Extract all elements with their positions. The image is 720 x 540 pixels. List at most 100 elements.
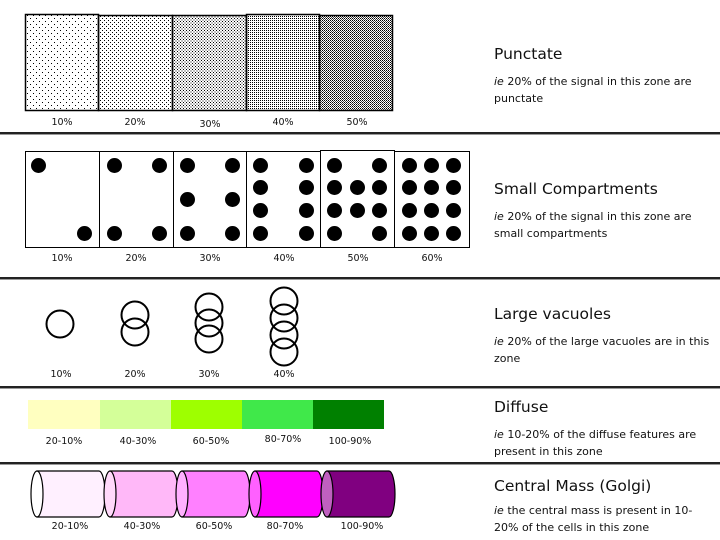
compartment-dot [253,203,268,218]
row-divider [0,132,720,135]
compartment-dot [152,158,167,173]
diffuse-swatch-20-10 [28,400,100,429]
compartment-box-10 [25,151,100,248]
compartment-level-label: 10% [51,253,73,264]
vacuole-circles [45,286,299,367]
compartment-box-50 [320,150,395,248]
punctate-level-label: 30% [199,119,221,130]
row-divider [0,462,720,465]
compartment-dot [299,203,314,218]
diffuse-level-label: 60-50% [192,436,230,447]
compartment-dot [299,158,314,173]
compartment-dot [225,158,240,173]
golgi-cylinder-60-50 [175,470,251,518]
diffuse-level-label: 40-30% [119,436,157,447]
compartment-dot [180,226,195,241]
compartment-dot [327,203,342,218]
punctate-box-50 [318,14,394,112]
compartment-dot [253,158,268,173]
diffuse-title: Diffuse [494,398,549,416]
compartment-dot [180,192,195,207]
compartment-dot [327,158,342,173]
compartment-dot [372,158,387,173]
golgi-level-label: 100-90% [340,521,384,532]
compartment-dot [299,226,314,241]
compartment-dot [152,226,167,241]
compartment-dot [225,192,240,207]
central-mass-title: Central Mass (Golgi) [494,477,652,495]
small-compartments-title: Small Compartments [494,180,658,198]
large-vacuoles-title: Large vacuoles [494,305,611,323]
vacuole-10 [45,309,75,339]
golgi-cylinders [30,470,396,518]
compartment-dot [446,203,461,218]
row-divider [0,386,720,389]
compartment-dot [299,180,314,195]
small-compartments-description: ie 20% of the signal in this zone are sm… [494,210,692,240]
punctate-box-30 [171,14,248,112]
compartment-dot [402,180,417,195]
punctate-title: Punctate [494,45,563,63]
compartment-dot [327,180,342,195]
punctate-box-20 [97,14,174,112]
golgi-cylinder-80-70 [248,470,324,518]
golgi-cylinder-40-30 [103,470,179,518]
compartment-dot [402,203,417,218]
large-vacuoles-description: ie 20% of the large vacuoles are in this… [494,335,710,365]
compartment-dot [424,226,439,241]
compartment-dot [424,158,439,173]
compartment-box-40 [246,151,321,248]
diffuse-level-label: 100-90% [328,436,372,447]
compartment-dot [402,158,417,173]
vacuole-20 [120,300,150,347]
compartment-dot [424,203,439,218]
compartment-dot [350,203,365,218]
diffuse-description: ie 10-20% of the diffuse features are pr… [494,428,697,458]
compartment-level-label: 50% [347,253,369,264]
compartment-dot [372,226,387,241]
golgi-level-label: 20-10% [51,521,89,532]
punctate-pattern-boxes [24,13,394,112]
vacuole-level-label: 10% [50,369,72,380]
vacuole-30 [194,292,224,354]
compartment-dot [372,203,387,218]
compartment-dot [372,180,387,195]
compartment-level-label: 30% [199,253,221,264]
central-mass-description: ie the central mass is present in 10-20%… [494,504,693,534]
golgi-level-label: 60-50% [195,521,233,532]
compartment-dot [253,180,268,195]
compartment-dot [350,180,365,195]
compartment-dot [327,226,342,241]
compartment-dot [107,226,122,241]
vacuole-level-label: 30% [198,369,220,380]
diffuse-level-label: 80-70% [264,434,302,445]
compartment-dot [77,226,92,241]
diffuse-swatch-100-90 [313,400,384,429]
golgi-level-label: 80-70% [266,521,304,532]
punctate-box-40 [245,13,321,112]
vacuole-level-label: 40% [273,369,295,380]
compartment-box-60 [394,151,470,248]
compartment-dot [180,158,195,173]
compartment-dot [31,158,46,173]
vacuole-40 [269,286,299,367]
compartment-dot [402,226,417,241]
compartment-dot [225,226,240,241]
punctate-description: ie 20% of the signal in this zone are pu… [494,75,692,105]
diffuse-swatch-40-30 [100,400,171,429]
golgi-cylinder-20-10 [30,470,106,518]
punctate-box-10 [24,13,100,112]
compartment-level-label: 40% [273,253,295,264]
golgi-cylinder-100-90 [320,470,396,518]
punctate-level-label: 10% [51,117,73,128]
diffuse-swatch-80-70 [242,400,313,429]
punctate-level-label: 50% [346,117,368,128]
punctate-level-label: 40% [272,117,294,128]
diffuse-swatch-60-50 [171,400,242,429]
compartment-level-label: 60% [421,253,443,264]
golgi-level-label: 40-30% [123,521,161,532]
compartment-dot [253,226,268,241]
punctate-level-label: 20% [124,117,146,128]
compartment-dot [107,158,122,173]
compartment-dot [446,158,461,173]
